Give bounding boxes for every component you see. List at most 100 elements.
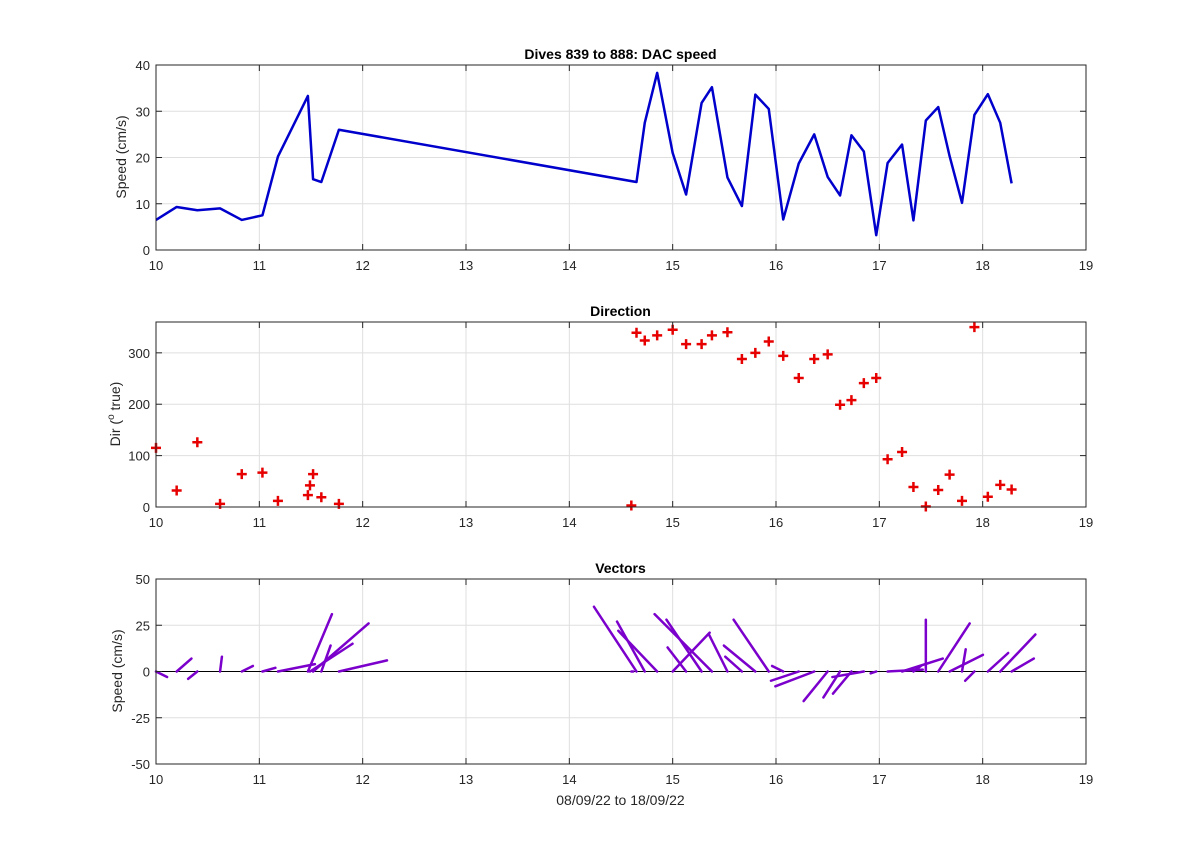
vectors-panel: 10 11 12 13 14 15 16 17 18 19 -50 -25 0 25 50 Vectors Sp… (109, 560, 1093, 808)
vector-stick (707, 633, 729, 673)
y-tick-label: 100 (128, 449, 150, 464)
x-tick-label: 14 (562, 515, 576, 530)
x-tick-label: 10 (149, 515, 163, 530)
vector-stick (175, 657, 193, 673)
x-tick-label: 13 (459, 772, 473, 787)
direction-marker (933, 485, 944, 496)
x-tick-label: 12 (355, 515, 369, 530)
x-tick-label: 13 (459, 258, 473, 273)
x-tick-label: 10 (149, 772, 163, 787)
y-tick-label: -25 (131, 711, 150, 726)
speed-ylabel: Speed (cm/s) (113, 115, 129, 198)
speed-title: Dives 839 to 888: DAC speed (524, 46, 716, 62)
direction-marker (192, 437, 203, 448)
vector-stick (240, 664, 255, 673)
x-tick-label: 17 (872, 258, 886, 273)
vector-stick (869, 670, 878, 675)
direction-marker (908, 481, 919, 492)
direction-marker (706, 330, 717, 341)
y-tick-label: 50 (136, 572, 150, 587)
x-tick-label: 18 (975, 258, 989, 273)
x-tick-label: 16 (769, 515, 783, 530)
direction-marker (982, 491, 993, 502)
direction-ylabel-post: true) (107, 382, 123, 415)
x-tick-label: 15 (665, 258, 679, 273)
direction-marker (995, 479, 1006, 490)
vector-stick (986, 651, 1010, 673)
vector-stick (1010, 657, 1036, 673)
y-tick-label: 10 (136, 197, 150, 212)
x-tick-label: 11 (253, 258, 267, 273)
y-tick-label: 30 (136, 104, 150, 119)
direction-marker (871, 373, 882, 384)
direction-ylabel-sup: o (106, 414, 117, 420)
x-tick-label: 19 (1079, 258, 1093, 273)
direction-marker (302, 490, 313, 501)
x-tick-label: 16 (769, 772, 783, 787)
vector-stick (617, 629, 659, 673)
direction-marker (626, 500, 637, 511)
vector-stick (592, 605, 638, 673)
vectors-title: Vectors (595, 560, 646, 576)
x-tick-label: 19 (1079, 515, 1093, 530)
direction-marker (763, 336, 774, 347)
direction-marker (920, 501, 931, 512)
y-tick-label: 0 (143, 665, 150, 680)
y-tick-label: 300 (128, 346, 150, 361)
vector-stick (154, 670, 169, 679)
direction-marker (304, 480, 315, 491)
direction-marker (736, 354, 747, 364)
x-tick-label: 15 (665, 772, 679, 787)
vector-stick (665, 618, 703, 673)
direction-ylabel: Dir (o true) (106, 382, 123, 447)
direction-marker (793, 373, 804, 384)
vector-stick (261, 666, 277, 673)
vectors-xlabel: 08/09/22 to 18/09/22 (556, 792, 685, 808)
x-tick-label: 15 (665, 515, 679, 530)
y-tick-label: 200 (128, 397, 150, 412)
direction-panel: 10 11 12 13 14 15 16 17 18 19 0 100 200 300 Direction D… (106, 303, 1093, 530)
plot-area (156, 322, 1086, 507)
direction-marker (944, 469, 955, 480)
direction-marker (846, 395, 857, 406)
x-tick-label: 12 (355, 258, 369, 273)
x-tick-label: 16 (769, 258, 783, 273)
vector-stick (948, 653, 985, 673)
x-tick-label: 17 (872, 772, 886, 787)
axes-box (155, 321, 1087, 508)
vector-stick (218, 655, 224, 673)
vector-stick (186, 670, 199, 681)
x-tick-label: 12 (355, 772, 369, 787)
direction-marker (957, 495, 967, 506)
vector-stick (311, 622, 370, 673)
x-tick-label: 11 (253, 515, 267, 530)
vector-stick (770, 664, 785, 673)
y-tick-label: -50 (131, 757, 150, 772)
x-tick-label: 14 (562, 258, 576, 273)
direction-marker (257, 467, 268, 478)
vector-stick (936, 622, 971, 673)
vector-stick (320, 644, 332, 673)
y-tick-label: 20 (136, 151, 150, 166)
direction-marker (809, 354, 820, 364)
direction-marker (171, 485, 182, 496)
direction-marker (969, 322, 980, 333)
vector-stick (774, 670, 816, 688)
direction-marker (778, 350, 789, 361)
vector-stick (732, 618, 771, 673)
direction-marker (822, 349, 833, 360)
vector-stick (831, 670, 866, 679)
direction-marker (722, 327, 733, 338)
vector-stick (769, 670, 800, 682)
direction-marker (882, 454, 893, 465)
direction-marker (652, 330, 663, 341)
direction-marker (858, 378, 869, 389)
y-tick-label: 25 (136, 618, 150, 633)
direction-marker (308, 469, 319, 480)
y-tick-label: 40 (136, 58, 150, 73)
direction-marker (316, 492, 327, 503)
direction-marker (236, 469, 247, 480)
vector-stick (276, 662, 317, 673)
x-tick-label: 14 (562, 772, 576, 787)
